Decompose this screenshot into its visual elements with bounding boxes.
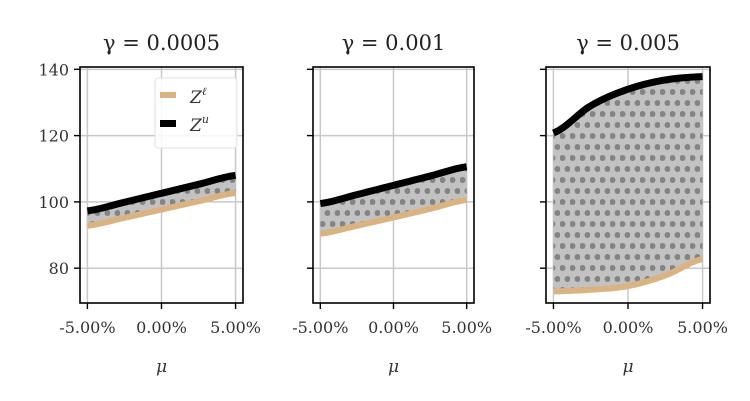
x-tick-label: -5.00% [525, 318, 581, 337]
legend-upper-swatch [160, 120, 176, 127]
y-tick-label: 120 [38, 127, 69, 146]
x-axis-label: μ [156, 357, 167, 377]
x-axis-label: μ [622, 357, 633, 377]
series-lower-line [553, 256, 704, 295]
legend: Zℓ Zu [154, 77, 238, 149]
x-tick-label: 0.00% [368, 318, 419, 337]
x-tick-label: -5.00% [292, 318, 348, 337]
x-tick-label: -5.00% [59, 318, 115, 337]
x-axis-label: μ [388, 357, 399, 377]
legend-lower-sup: ℓ [202, 85, 207, 98]
y-tick-label: 80 [49, 259, 69, 278]
series-upper-line [319, 163, 468, 208]
panel-1: 80 100 120 140 -5.00% 0.00% 5.00% γ = 0.0005 μ [38, 31, 261, 377]
legend-lower-swatch [160, 92, 176, 98]
legend-upper-sup: u [202, 113, 209, 126]
series-lower-line [319, 196, 468, 237]
series-upper-line [552, 73, 703, 137]
shaded-region [320, 166, 467, 234]
panel-2: -5.00% 0.00% 5.00% γ = 0.001 μ [292, 31, 492, 377]
series-upper-line [86, 171, 237, 215]
panel-title: γ = 0.0005 [103, 31, 220, 55]
series-lower-line [87, 189, 236, 229]
x-tick-label: 5.00% [210, 318, 261, 337]
y-tick-label: 100 [38, 193, 69, 212]
shaded-region [87, 175, 236, 226]
panel-title: γ = 0.001 [342, 31, 446, 55]
x-tick-label: 5.00% [677, 318, 728, 337]
panel-title: γ = 0.005 [576, 31, 680, 55]
panel-3: -5.00% 0.00% 5.00% γ = 0.005 μ [525, 31, 728, 377]
y-tick-label: 140 [38, 60, 69, 79]
x-tick-label: 5.00% [441, 318, 492, 337]
x-tick-label: 0.00% [603, 318, 654, 337]
x-tick-label: 0.00% [136, 318, 187, 337]
shaded-region [553, 76, 703, 292]
